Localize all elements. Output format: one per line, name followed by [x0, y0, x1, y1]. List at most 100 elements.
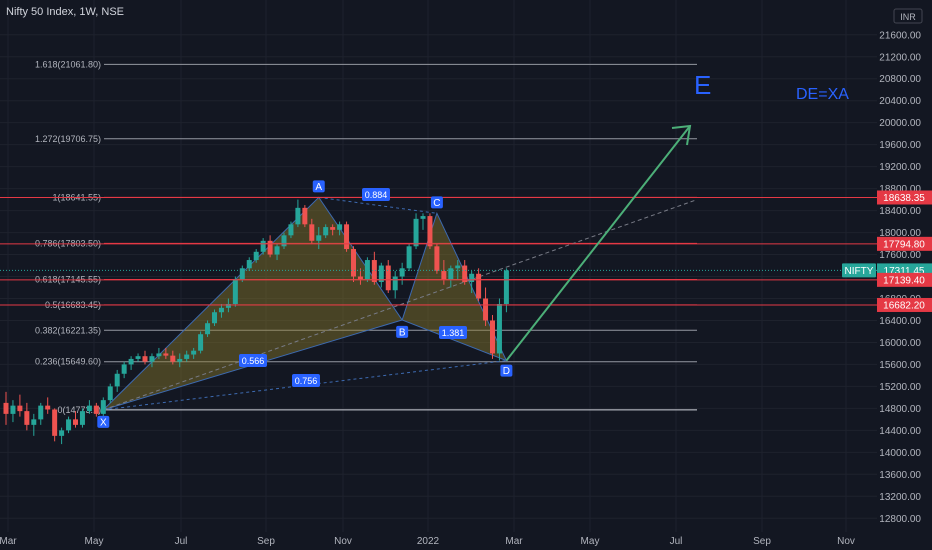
y-axis-tick-label: 19600.00 [879, 140, 921, 151]
x-axis-tick-label: Sep [753, 536, 771, 547]
chart-title: Nifty 50 Index, 1W, NSE [6, 6, 124, 18]
candle-body [59, 430, 65, 436]
candle-body [490, 320, 495, 354]
fib-level-label: 0.236(15649.60) [35, 357, 101, 367]
candle-body [351, 249, 356, 277]
candle-body [10, 405, 16, 414]
x-axis-tick-label: Mar [0, 536, 17, 547]
candle-body [73, 419, 78, 425]
candle-body [24, 411, 30, 425]
candle-body [441, 271, 447, 280]
y-axis-tick-label: 16000.00 [879, 338, 921, 349]
candle-body [496, 303, 502, 354]
ratio-badge [362, 188, 390, 201]
y-axis-tick-label: 19200.00 [879, 162, 921, 173]
price-tag-badge [877, 272, 932, 287]
y-axis-tick-label: 14400.00 [879, 426, 921, 437]
candle-body [413, 218, 419, 247]
candle-body [399, 268, 405, 277]
candle-body [107, 386, 113, 401]
y-axis-tick-label: 12800.00 [879, 514, 921, 525]
y-axis-tick-label: 18400.00 [879, 206, 921, 217]
candle-body [232, 279, 238, 304]
price-tag-label: 16682.20 [883, 300, 925, 311]
candle-body [378, 265, 384, 283]
x-axis-tick-label: Jul [670, 536, 683, 547]
x-axis-tick-label: 2022 [417, 536, 440, 547]
candle-body [135, 356, 141, 359]
harmonic-pattern [102, 196, 698, 411]
candle-body [371, 260, 377, 283]
y-axis-tick-label: 14000.00 [879, 448, 921, 459]
ratio-badge [292, 374, 320, 387]
pattern-ac-line [318, 196, 437, 214]
y-axis-tick-label: 15200.00 [879, 382, 921, 393]
pattern-point-label: A [315, 182, 322, 193]
candle-body [31, 419, 37, 425]
pattern-point-badge [97, 415, 110, 428]
y-axis-tick-label: 18800.00 [879, 184, 921, 195]
candle-body [476, 273, 482, 299]
x-axis-tick-label: Nov [334, 536, 352, 547]
currency-label: INR [900, 12, 916, 22]
ratio-label: 0.884 [365, 190, 388, 200]
pattern-point-badge [312, 180, 325, 193]
candle-body [455, 265, 461, 269]
candle-body [309, 224, 315, 241]
candle-body [212, 312, 217, 324]
price-tag-label: 17139.40 [883, 275, 925, 286]
pattern-point-label: D [503, 366, 510, 377]
y-axis-tick-label: 16400.00 [879, 316, 921, 327]
currency-badge[interactable] [893, 8, 923, 24]
candle-body [184, 354, 190, 359]
symbol-tag-badge [842, 263, 876, 278]
candle-body [385, 265, 391, 291]
candle-body [3, 402, 9, 414]
annotation-de-xa: DE=XA [796, 86, 849, 103]
candle-body [260, 240, 266, 252]
y-axis-tick-label: 21600.00 [879, 30, 921, 41]
candle-body [66, 419, 72, 431]
candle-body [79, 411, 85, 425]
candle-body [295, 207, 301, 225]
candle-body [205, 323, 211, 335]
price-tag-label: 17794.80 [883, 239, 925, 250]
pattern-point-labels: X A B C D 0.884 0.566 1.381 0.756 [97, 180, 513, 428]
fib-level-label: 0.382(16221.35) [35, 325, 101, 335]
candle-body [198, 334, 204, 351]
candle-body [337, 224, 343, 230]
candle-body [17, 405, 23, 412]
x-axis-tick-label: Sep [257, 536, 275, 547]
candle-body [156, 353, 162, 357]
candle-body [330, 227, 336, 230]
y-axis-tick-label: 17600.00 [879, 250, 921, 261]
price-tag-badge [877, 236, 932, 251]
candle-body [100, 400, 106, 414]
y-axis-tick-label: 13200.00 [879, 492, 921, 503]
pattern-point-label: X [100, 417, 107, 428]
candle-body [462, 265, 468, 283]
candle-body [434, 246, 440, 272]
ratio-label: 1.381 [442, 328, 465, 338]
y-axis-tick-label: 20000.00 [879, 118, 921, 129]
candle-body [316, 235, 322, 241]
y-axis-tick-label: 20800.00 [879, 74, 921, 85]
candle-body [239, 268, 245, 280]
price-tag-label: 17311.45 [884, 266, 925, 277]
y-axis-tick-label: 14800.00 [879, 404, 921, 415]
candle-body [52, 409, 58, 436]
candle-body [503, 270, 509, 304]
candle-body [121, 364, 127, 374]
y-axis-tick-label: 15600.00 [879, 360, 921, 371]
candle-body [191, 350, 197, 355]
candle-body [114, 373, 120, 387]
candle-body [246, 260, 252, 269]
price-tag-badge [877, 190, 932, 205]
candle-body [288, 224, 294, 236]
candle-body [128, 358, 134, 365]
candle-body [267, 240, 273, 255]
pattern-point-label: B [399, 327, 406, 338]
price-tags: 18638.35 17794.80 17311.45 NIFTY 17139.40 166… [842, 190, 932, 312]
pattern-point-badge [396, 325, 409, 338]
